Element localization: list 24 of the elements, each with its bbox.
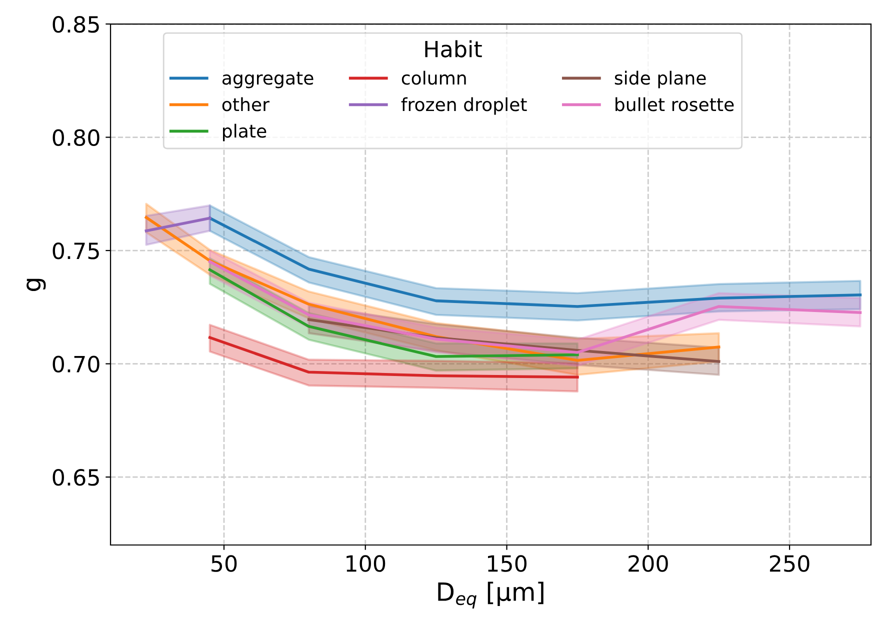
legend-label: column [402, 70, 466, 85]
legend-label: other [222, 97, 270, 112]
legend-label: bullet rosette [616, 97, 734, 112]
y-tick-label: 0.70 [52, 356, 100, 373]
x-tick-label: 50 [212, 555, 237, 572]
line-series [208, 336, 579, 379]
y-tick-label: 0.75 [52, 242, 99, 260]
x-axis-title: D$_{eq}$ [μm] [438, 582, 544, 608]
line-series [208, 216, 862, 308]
y-axis-title: g [26, 278, 46, 292]
line-series [208, 268, 579, 358]
x-tick-label: 250 [770, 555, 810, 572]
x-tick-label: 100 [346, 555, 386, 572]
legend-label: side plane [614, 70, 706, 88]
y-tick-label: 0.80 [52, 129, 100, 146]
line-series [208, 260, 862, 354]
legend-label: plate [223, 124, 266, 142]
legend-title: Habit [425, 40, 482, 58]
y-tick-label: 0.85 [52, 16, 99, 33]
y-tick-label: 0.65 [52, 468, 99, 486]
legend-label: aggregate [222, 72, 314, 88]
x-tick-label: 150 [488, 555, 526, 572]
legend-label: frozen droplet [401, 97, 527, 115]
x-tick-label: 200 [628, 555, 668, 572]
